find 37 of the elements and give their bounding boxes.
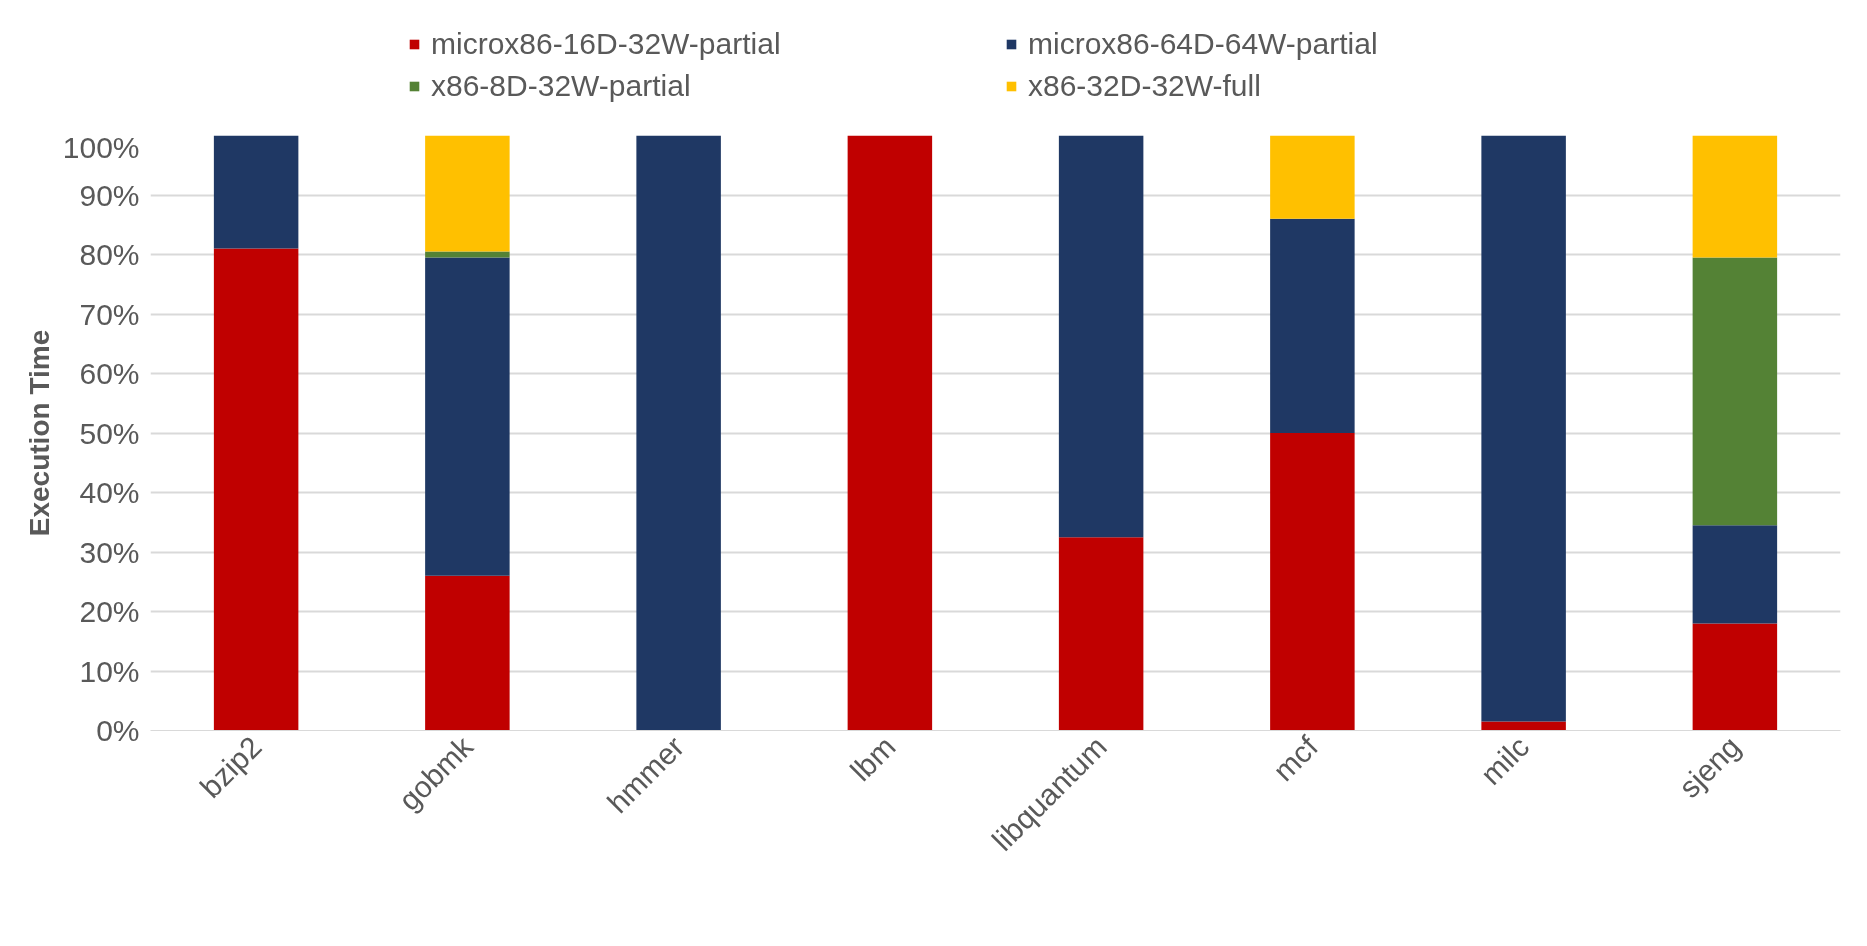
y-tick-label: 50% xyxy=(79,416,140,450)
bar xyxy=(213,135,299,249)
y-tick-label: 70% xyxy=(79,297,140,331)
y-tick-label: 20% xyxy=(79,595,140,628)
bar xyxy=(1692,525,1778,624)
y-tick-label: 0% xyxy=(96,714,140,747)
bar xyxy=(1270,218,1355,433)
bar xyxy=(1481,721,1566,731)
legend-label: x86-32D-32W-full xyxy=(1028,69,1262,103)
bar xyxy=(636,135,721,731)
bar xyxy=(847,135,933,731)
bar xyxy=(1270,135,1355,219)
bar xyxy=(1058,537,1144,731)
y-tick-label: 10% xyxy=(79,654,140,688)
y-tick-label: 30% xyxy=(79,535,140,569)
bar xyxy=(1692,257,1778,526)
bar xyxy=(425,575,510,731)
y-tick-label: 100% xyxy=(62,130,140,164)
bar xyxy=(1692,135,1778,258)
legend-label: x86-8D-32W-partial xyxy=(431,69,692,103)
x-tick-label: mcf xyxy=(1266,729,1325,788)
y-axis-title: Execution Time xyxy=(23,329,55,537)
legend-label: microx86-16D-32W-partial xyxy=(431,27,782,61)
x-tick-label: milc xyxy=(1474,729,1536,791)
y-tick-label: 40% xyxy=(79,476,140,509)
y-tick-label: 80% xyxy=(79,238,140,271)
x-tick-label: lbm xyxy=(844,729,902,788)
bar xyxy=(1058,135,1144,538)
bar xyxy=(1692,623,1778,731)
bar xyxy=(1481,135,1566,722)
bar xyxy=(1270,433,1355,731)
bar xyxy=(425,257,510,576)
y-tick-label: 60% xyxy=(79,357,140,390)
y-tick-label: 90% xyxy=(79,178,140,212)
legend-label: microx86-64D-64W-partial xyxy=(1028,27,1379,61)
bar xyxy=(425,135,510,252)
bar xyxy=(213,248,299,731)
